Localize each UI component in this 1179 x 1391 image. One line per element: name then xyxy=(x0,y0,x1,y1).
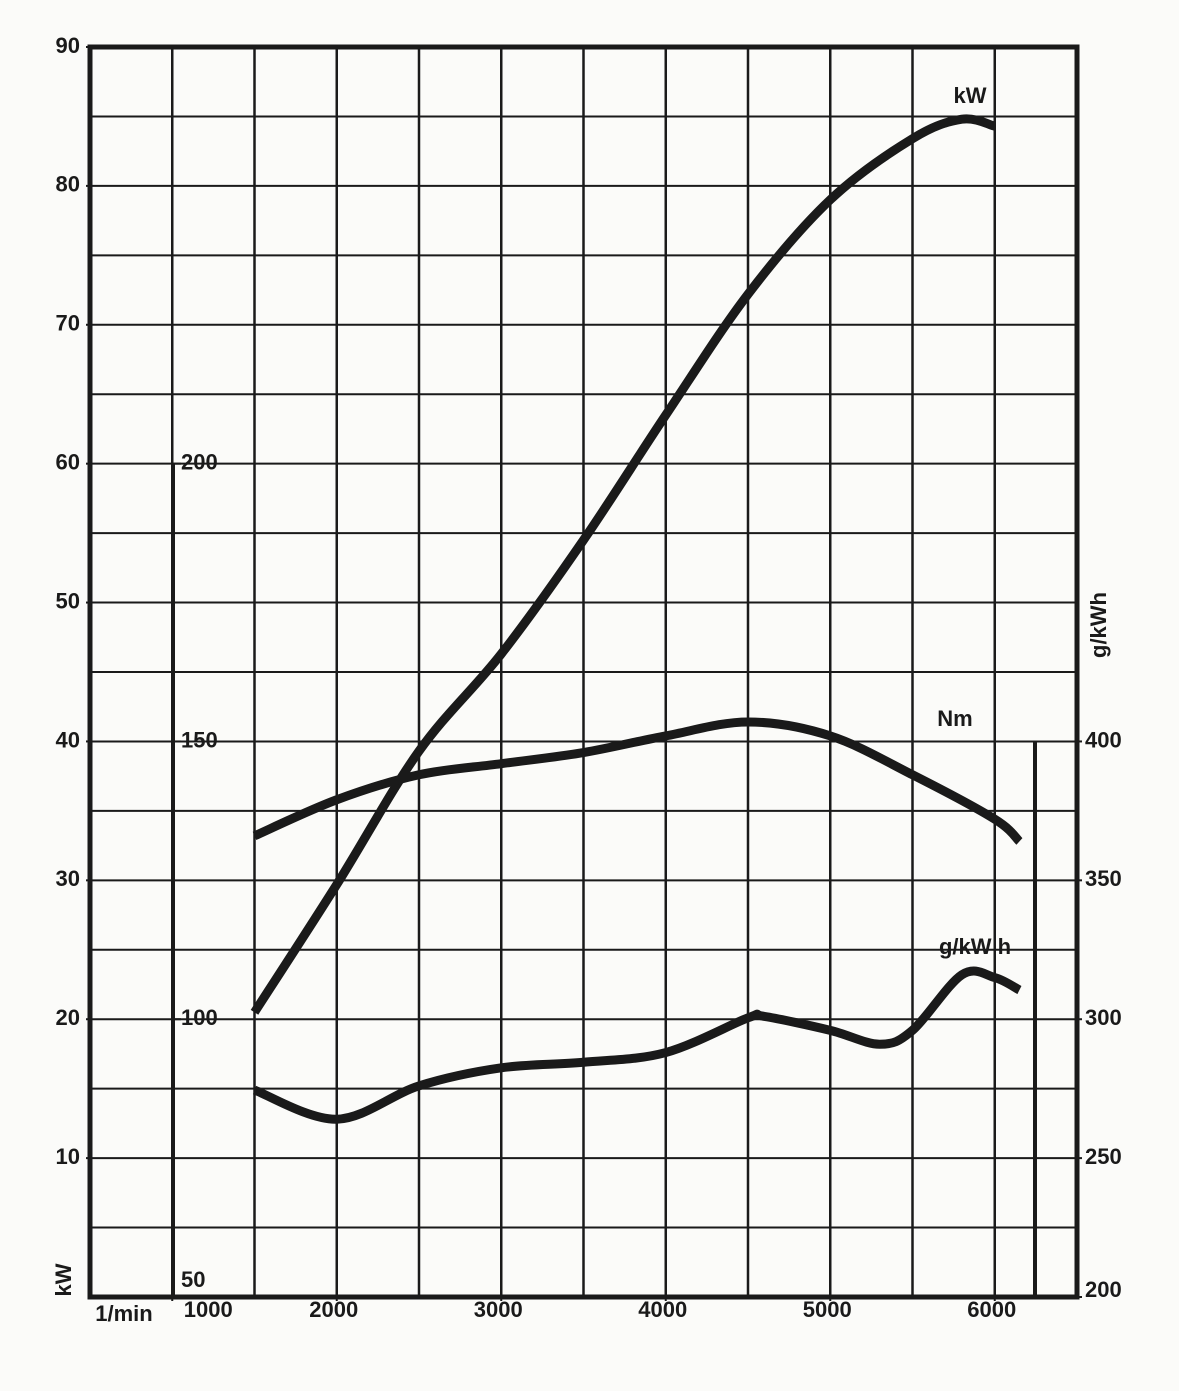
y3-tick-label: 400 xyxy=(1085,727,1122,752)
series-label: kW xyxy=(954,83,987,108)
y-tick-label: 90 xyxy=(56,33,80,58)
line xyxy=(252,966,1022,1124)
y-tick-label: 30 xyxy=(56,866,80,891)
y3-axis-label: g/kWh xyxy=(1086,592,1111,658)
y3-tick-label: 350 xyxy=(1085,866,1122,891)
x-tick-label: 1000 xyxy=(184,1297,233,1322)
y-tick-label: 10 xyxy=(56,1144,80,1169)
y-tick-label: 50 xyxy=(56,588,80,613)
x-tick-label: 4000 xyxy=(638,1297,687,1322)
line xyxy=(252,717,1023,845)
y2-tick-label: 100 xyxy=(181,1005,218,1030)
x-tick-label: 6000 xyxy=(967,1297,1016,1322)
x-tick-label: 3000 xyxy=(474,1297,523,1322)
y3-tick-label: 250 xyxy=(1085,1144,1122,1169)
y3-tick-label: 300 xyxy=(1085,1005,1122,1030)
y-tick-label: 60 xyxy=(56,449,80,474)
y2-tick-label: 50 xyxy=(181,1267,205,1292)
y2-tick-label: 200 xyxy=(181,449,218,474)
series-label: Nm xyxy=(937,706,972,731)
y-tick-label: 80 xyxy=(56,172,80,197)
y-tick-label: 70 xyxy=(56,311,80,336)
y2-tick-label: 150 xyxy=(181,727,218,752)
y-tick-label: 20 xyxy=(56,1005,80,1030)
x-tick-label: 5000 xyxy=(803,1297,852,1322)
y3-tick-label: 200 xyxy=(1085,1277,1122,1302)
series-label: g/kW h xyxy=(939,934,1011,959)
line xyxy=(250,114,997,1015)
x-axis-label: 1/min xyxy=(95,1301,152,1326)
x-tick-label: 2000 xyxy=(309,1297,358,1322)
y-tick-label: 40 xyxy=(56,727,80,752)
y-axis-label: kW xyxy=(51,1263,76,1296)
